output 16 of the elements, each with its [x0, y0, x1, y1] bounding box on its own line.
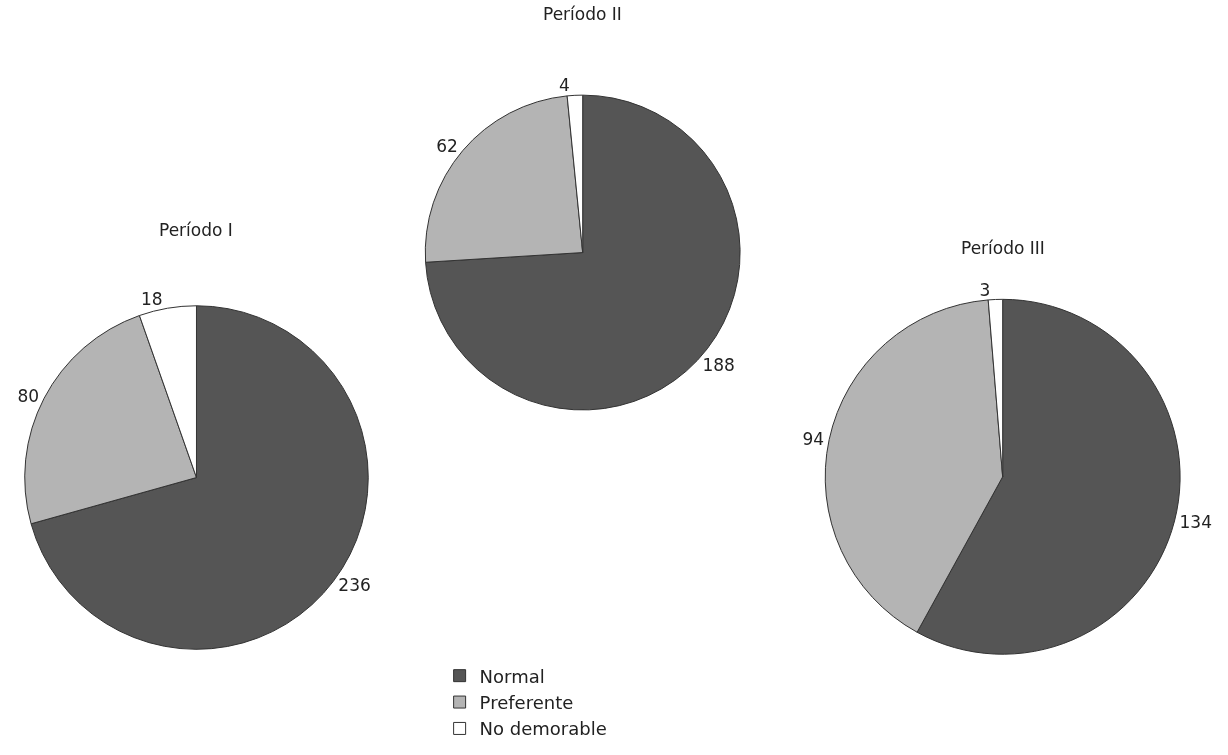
chart-title: Período I	[159, 220, 233, 240]
data-label: 94	[802, 429, 825, 450]
chart-title: Período II	[543, 4, 622, 24]
data-label: 62	[436, 136, 458, 157]
data-label: 18	[140, 288, 163, 309]
legend-label: No demorable	[479, 718, 607, 740]
data-label: 3	[979, 279, 991, 300]
data-label: 188	[702, 355, 735, 376]
data-label: 4	[559, 75, 570, 96]
pie-slice	[425, 94, 741, 411]
legend-label: Preferente	[479, 692, 574, 714]
legend-label: Normal	[479, 665, 545, 687]
chart-title: Período III	[961, 238, 1045, 258]
data-label: 134	[1179, 511, 1212, 532]
data-label: 80	[17, 386, 40, 407]
data-label: 236	[338, 575, 371, 595]
